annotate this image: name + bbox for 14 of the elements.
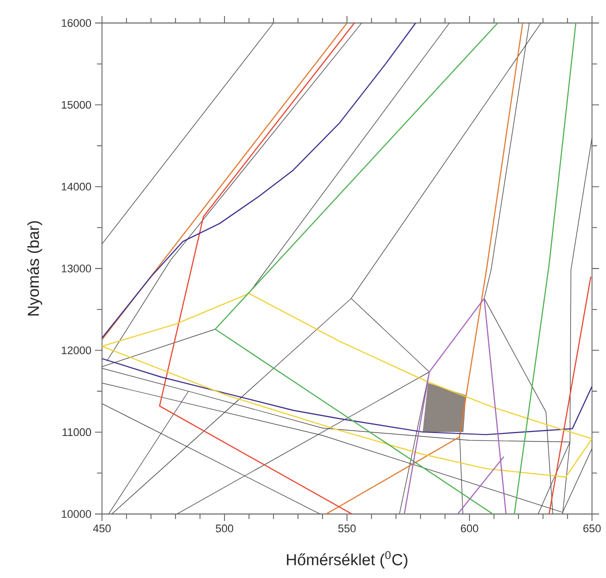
y-tick-label: 12000 bbox=[62, 346, 92, 354]
y-tick-label: 16000 bbox=[62, 19, 92, 27]
y-tick-label: 15000 bbox=[62, 100, 92, 109]
y-tick-label: 13000 bbox=[62, 264, 92, 272]
x-tick-label: 500 bbox=[216, 524, 234, 532]
y-axis-title: Nyomás (bar) bbox=[27, 221, 42, 316]
x-axis-title: Hőmérséklet ($^{0}$C) bbox=[286, 551, 408, 568]
x-tick-label: 450 bbox=[93, 524, 111, 532]
y-tick-label: 11000 bbox=[62, 428, 92, 436]
x-tick-label: 550 bbox=[338, 524, 356, 532]
y-tick-label: 14000 bbox=[62, 182, 92, 191]
y-tick-label: 10000 bbox=[62, 510, 92, 518]
x-tick-label: 600 bbox=[460, 524, 478, 532]
x-tick-label: 650 bbox=[583, 524, 601, 532]
